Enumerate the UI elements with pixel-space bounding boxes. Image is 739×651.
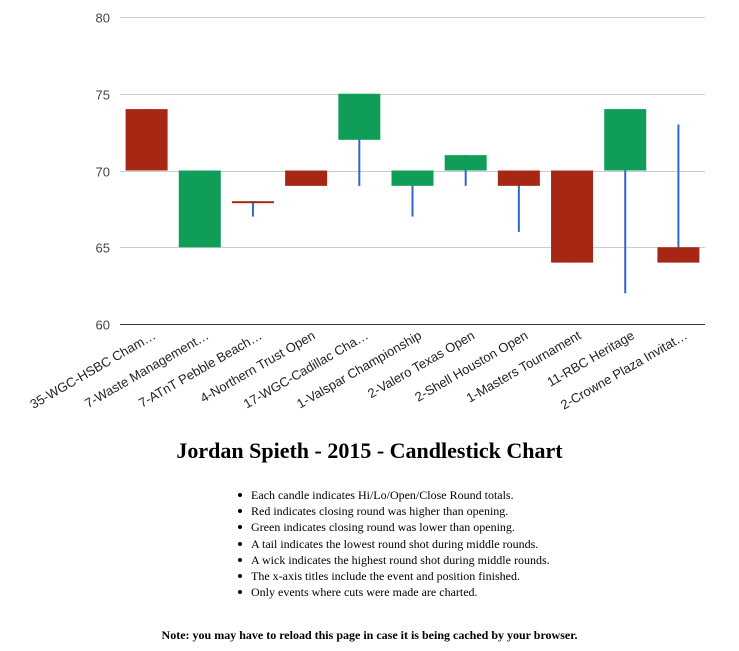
footnote: Note: you may have to reload this page i… xyxy=(161,628,578,642)
page-title: Jordan Spieth - 2015 - Candlestick Chart xyxy=(176,438,563,463)
y-tick-label: 65 xyxy=(96,241,110,256)
candle-body-up xyxy=(657,247,700,263)
candle-body-up xyxy=(497,170,540,186)
note-item: A tail indicates the lowest round shot d… xyxy=(236,536,550,552)
y-tick-label: 80 xyxy=(96,11,110,26)
candle-body-up xyxy=(231,201,274,204)
notes-list: Each candle indicates Hi/Lo/Open/Close R… xyxy=(236,487,550,600)
y-tick-label: 70 xyxy=(96,165,110,180)
y-tick-label: 75 xyxy=(96,88,110,103)
note-item: Green indicates closing round was lower … xyxy=(236,519,550,535)
note-item: A wick indicates the highest round shot … xyxy=(236,552,550,568)
candle-body-up xyxy=(285,170,328,186)
candle-body-down xyxy=(338,93,381,140)
note-item: The x-axis titles include the event and … xyxy=(236,568,550,584)
candle-body-down xyxy=(178,170,221,248)
candlestick-chart: 60 65 70 75 80 35-WGC-HSBC Cham… 7-Waste Manag… xyxy=(27,11,705,412)
note-item: Red indicates closing round was higher t… xyxy=(236,503,550,519)
candle-body-down xyxy=(391,170,434,186)
candle-body-down xyxy=(444,155,487,171)
note-item: Each candle indicates Hi/Lo/Open/Close R… xyxy=(236,487,550,503)
candle-body-up xyxy=(551,170,594,263)
note-item: Only events where cuts were made are cha… xyxy=(236,584,550,600)
y-tick-label: 60 xyxy=(96,318,110,333)
candle-body-down xyxy=(604,109,647,171)
candle-body-up xyxy=(125,109,168,171)
